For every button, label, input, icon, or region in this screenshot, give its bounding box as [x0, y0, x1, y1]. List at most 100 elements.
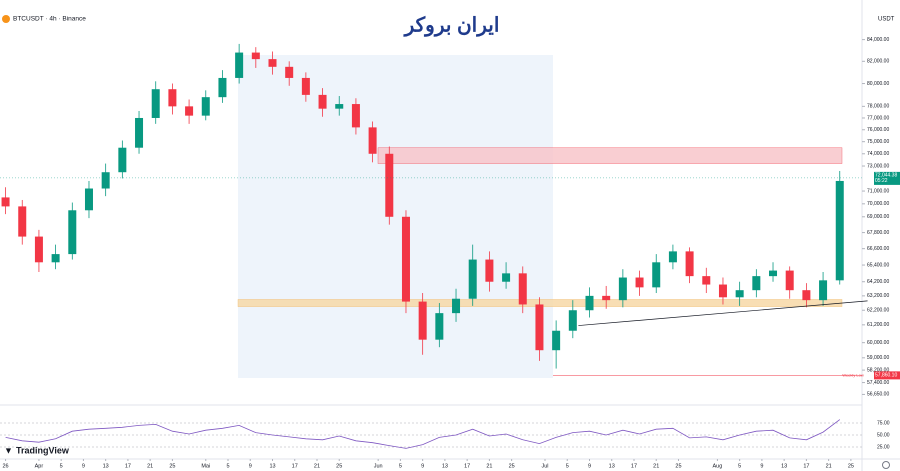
y-tick-label: 61,200.00: [867, 322, 889, 328]
x-tick-label: 26: [2, 463, 8, 469]
y-tick-label: 74,000.00: [867, 151, 889, 157]
candle-body: [218, 77, 227, 98]
candle-body: [785, 270, 794, 291]
x-tick-label: 9: [421, 463, 424, 469]
last-price-tag: [874, 171, 900, 185]
candle-body: [685, 251, 694, 277]
rsi-tick-label: 50.00: [877, 432, 890, 438]
range-shade: [238, 55, 553, 378]
candle-body: [452, 298, 461, 314]
x-tick-label: 13: [103, 463, 109, 469]
candle-body: [301, 77, 310, 95]
x-tick-label: 25: [848, 463, 854, 469]
coin-icon: [2, 15, 10, 23]
symbol-title: BTCUSDT · 4h · Binance: [13, 16, 86, 23]
x-tick-label: 25: [336, 463, 342, 469]
y-tick-label: 80,000.00: [867, 81, 889, 87]
x-tick-label: 21: [653, 463, 659, 469]
y-tick-label: 57,400.00: [867, 380, 889, 386]
x-tick-label: 17: [631, 463, 637, 469]
x-tick-label: 13: [781, 463, 787, 469]
x-tick-label: 25: [169, 463, 175, 469]
y-tick-label: 59,000.00: [867, 355, 889, 361]
x-tick-label: 17: [803, 463, 809, 469]
candle-body: [652, 262, 661, 288]
y-tick-label: 64,200.00: [867, 279, 889, 285]
y-tick-label: 60,000.00: [867, 340, 889, 346]
y-tick-label: 78,000.00: [867, 104, 889, 110]
candle-body: [752, 276, 761, 291]
y-tick-label: 66,600.00: [867, 246, 889, 252]
y-tick-label: 77,000.00: [867, 115, 889, 121]
last-price-label: 72,044.38: [875, 173, 897, 179]
y-tick-label: 75,000.00: [867, 139, 889, 145]
candle-body: [1, 197, 10, 207]
candle-body: [535, 304, 544, 351]
candle-body: [335, 104, 344, 109]
x-tick-label: Jul: [541, 463, 548, 469]
x-tick-label: 25: [675, 463, 681, 469]
y-tick-label: 62,200.00: [867, 308, 889, 314]
y-tick-label: 69,000.00: [867, 214, 889, 220]
candle-body: [101, 172, 110, 189]
candle-body: [435, 313, 444, 340]
candle-body: [34, 236, 43, 263]
y-tick-label: 63,200.00: [867, 293, 889, 299]
x-tick-label: 9: [249, 463, 252, 469]
brand: TradingView: [16, 445, 70, 455]
candle-body: [401, 216, 410, 302]
currency: USDT: [878, 17, 895, 23]
candle-body: [618, 277, 627, 301]
candle-body: [718, 284, 727, 298]
countdown: 05:22: [875, 178, 888, 184]
y-tick-label: 56,650.00: [867, 392, 889, 398]
y-tick-label: 70,000.00: [867, 201, 889, 207]
candle-body: [168, 89, 177, 107]
y-tick-label: 84,000.00: [867, 37, 889, 43]
candle-body: [251, 52, 260, 60]
candle-body: [84, 188, 93, 211]
settings-icon[interactable]: [882, 461, 890, 469]
x-tick-label: 21: [826, 463, 832, 469]
logo-text: ایران بروکر: [403, 14, 500, 37]
candle-body: [235, 52, 244, 78]
candle-body: [585, 295, 594, 311]
candle-body: [268, 59, 277, 67]
weekly-low-tag: [874, 371, 900, 380]
candle-body: [668, 251, 677, 263]
candle-body: [418, 301, 427, 340]
x-tick-label: 9: [82, 463, 85, 469]
y-tick-label: 82,000.00: [867, 59, 889, 65]
y-tick-label: 76,000.00: [867, 127, 889, 133]
candle-body: [185, 106, 194, 116]
x-tick-label: 9: [588, 463, 591, 469]
candle-body: [802, 290, 811, 301]
x-tick-label: Jun: [374, 463, 383, 469]
candle-body: [485, 259, 494, 282]
candle-body: [518, 273, 527, 305]
y-tick-label: 58,200.00: [867, 367, 889, 373]
candle-body: [135, 117, 144, 148]
y-tick-label: 73,000.00: [867, 163, 889, 169]
x-tick-label: 5: [566, 463, 569, 469]
candle-body: [151, 89, 160, 118]
weekly-low-label: Weekly Low: [842, 372, 864, 377]
x-tick-label: 9: [760, 463, 763, 469]
rsi-tick-label: 25.00: [877, 444, 890, 450]
x-tick-label: Apr: [35, 463, 44, 469]
x-tick-label: Aug: [713, 463, 723, 469]
candle-body: [68, 210, 77, 255]
y-tick-label: 67,800.00: [867, 230, 889, 236]
y-tick-label: 71,000.00: [867, 188, 889, 194]
x-tick-label: 13: [269, 463, 275, 469]
weekly-low-value: 57,860.10: [875, 373, 897, 379]
candle-body: [285, 66, 294, 78]
x-tick-label: 17: [125, 463, 131, 469]
x-tick-label: 5: [738, 463, 741, 469]
candle-body: [819, 280, 828, 301]
candle-body: [18, 206, 27, 237]
x-tick-label: 25: [509, 463, 515, 469]
x-tick-label: Mai: [201, 463, 210, 469]
candle-body: [552, 330, 561, 351]
